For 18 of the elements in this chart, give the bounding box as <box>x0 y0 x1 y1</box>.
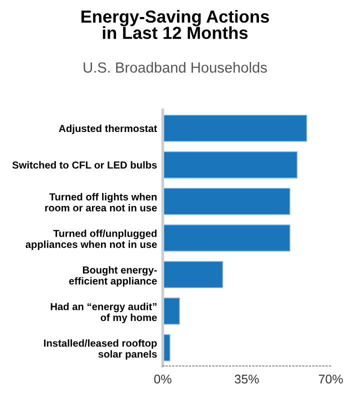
bar <box>162 114 308 142</box>
chart-subtitle: U.S. Broadband Households <box>84 62 267 73</box>
y-tick-label: Bought energy- efficient appliance <box>69 266 157 287</box>
y-tick-label: Installed/leased rooftop solar panels <box>44 339 157 360</box>
y-tick-label: Switched to CFL or LED bulbs <box>12 161 157 169</box>
chart-title: Energy-Saving Actions in Last 12 Months <box>81 10 269 40</box>
bar <box>162 151 298 178</box>
x-tick-label: 0% <box>154 374 172 384</box>
bar <box>162 298 180 325</box>
y-tick-label: Turned off lights when room or area not in use <box>45 193 157 212</box>
bar <box>162 224 290 252</box>
x-tick-label: 70% <box>318 374 343 384</box>
bar <box>162 260 224 288</box>
y-tick-label: Had an “energy audit” of my home <box>50 302 157 324</box>
bar <box>162 188 290 216</box>
y-tick-label: Turned off/unplugged appliances when not in use <box>26 230 157 250</box>
x-tick-label: 35% <box>234 374 259 384</box>
y-tick-label: Adjusted thermostat <box>58 124 158 134</box>
